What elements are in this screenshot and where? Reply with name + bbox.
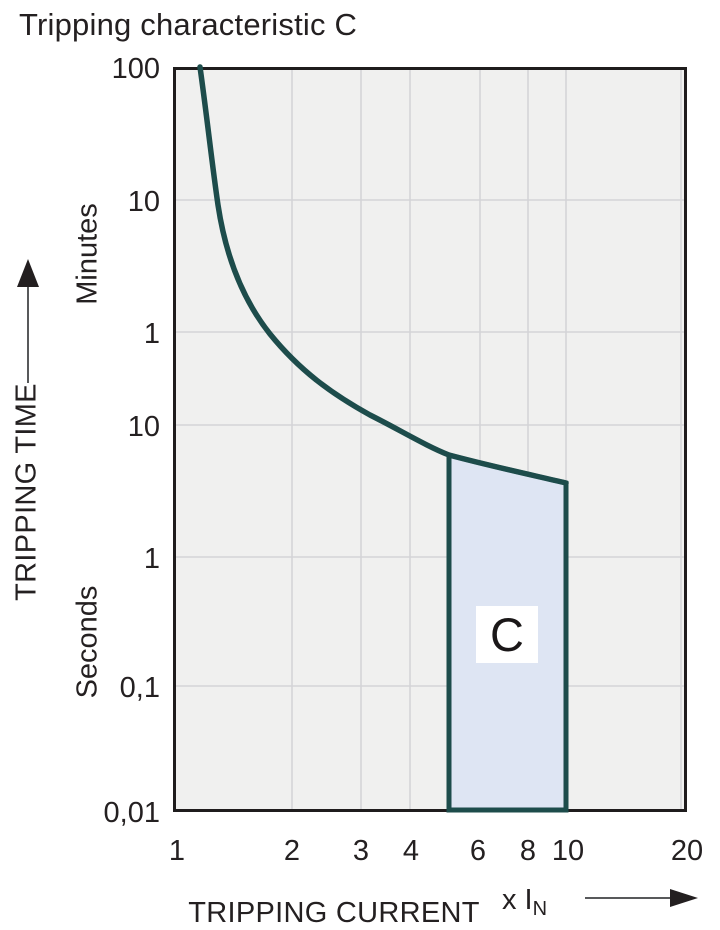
- plot-background: [173, 67, 687, 812]
- x-tick-3: 3: [352, 835, 370, 867]
- y-arrow-head-icon: [17, 259, 39, 287]
- x-multiplier-prefix: x I: [502, 884, 533, 916]
- x-tick-20: 20: [670, 835, 704, 867]
- y-tick-0p1s: 0,1: [119, 672, 160, 704]
- x-tick-1: 1: [168, 835, 186, 867]
- region-label: C: [476, 606, 538, 663]
- y-tick-0p01s: 0,01: [103, 797, 160, 829]
- chart-title: Tripping characteristic C: [19, 7, 358, 42]
- y-axis-arrow: [17, 259, 39, 383]
- x-axis-arrow: [585, 889, 698, 907]
- y-tick-1min: 1: [143, 318, 160, 350]
- y-tick-1s: 1: [143, 543, 160, 575]
- x-tick-8: 8: [519, 835, 537, 867]
- plot-frame: [173, 67, 687, 812]
- y-axis-title: TRIPPING TIME: [10, 383, 43, 601]
- x-axis-title: TRIPPING CURRENT: [188, 897, 480, 929]
- x-multiplier-subscript: N: [532, 898, 548, 920]
- x-axis-multiplier: x IN: [502, 884, 547, 921]
- x-tick-4: 4: [402, 835, 420, 867]
- y-unit-seconds: Seconds: [71, 585, 104, 699]
- y-unit-minutes: Minutes: [71, 203, 104, 305]
- x-tick-2: 2: [283, 835, 301, 867]
- tripping-curve: [197, 64, 569, 486]
- x-tick-10: 10: [551, 835, 585, 867]
- y-tick-10min: 10: [127, 186, 160, 218]
- x-arrow-head-icon: [670, 889, 698, 907]
- x-tick-6: 6: [469, 835, 487, 867]
- y-tick-10s: 10: [127, 411, 160, 443]
- y-tick-100min: 100: [111, 53, 160, 85]
